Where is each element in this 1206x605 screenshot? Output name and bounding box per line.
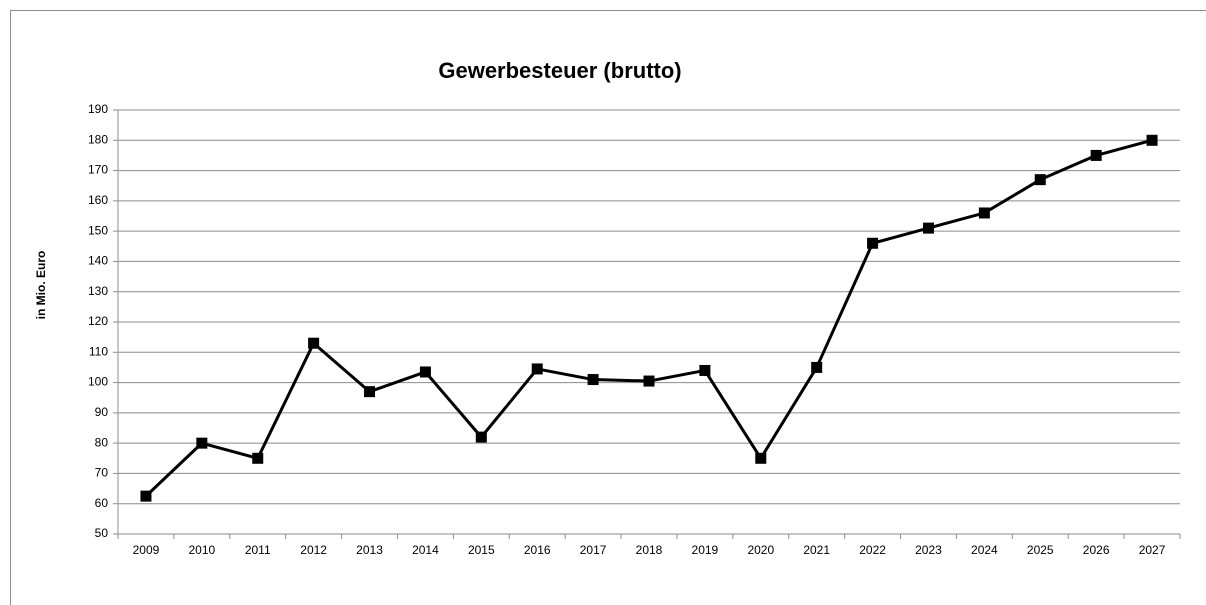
x-tick-label: 2015 — [468, 543, 495, 557]
data-marker — [140, 490, 152, 502]
data-marker — [252, 452, 264, 464]
y-tick-label: 80 — [95, 435, 109, 449]
data-marker — [1090, 149, 1102, 161]
data-marker — [1146, 134, 1158, 146]
y-tick-label: 180 — [88, 132, 108, 146]
chart-title: Gewerbesteuer (brutto) — [438, 58, 681, 83]
data-marker — [867, 237, 879, 249]
data-marker — [978, 207, 990, 219]
y-tick-label: 170 — [88, 163, 108, 177]
data-marker — [643, 375, 655, 387]
data-marker — [755, 452, 767, 464]
y-tick-label: 90 — [95, 405, 109, 419]
x-tick-label: 2013 — [356, 543, 383, 557]
x-tick-label: 2011 — [245, 543, 271, 557]
x-tick-label: 2010 — [188, 543, 215, 557]
data-marker — [475, 431, 487, 443]
x-tick-label: 2027 — [1139, 543, 1166, 557]
x-tick-label: 2017 — [580, 543, 607, 557]
y-tick-label: 60 — [95, 496, 109, 510]
data-marker — [811, 361, 823, 373]
chart-frame — [10, 10, 1206, 605]
x-tick-label: 2012 — [300, 543, 327, 557]
data-marker — [531, 363, 543, 375]
data-marker — [1034, 174, 1046, 186]
data-marker — [419, 366, 431, 378]
data-marker — [699, 364, 711, 376]
x-tick-label: 2016 — [524, 543, 551, 557]
y-tick-label: 120 — [88, 314, 108, 328]
y-tick-label: 100 — [88, 375, 108, 389]
x-tick-label: 2022 — [859, 543, 886, 557]
data-marker — [364, 386, 376, 398]
x-tick-label: 2020 — [747, 543, 774, 557]
y-tick-label: 160 — [88, 193, 108, 207]
x-tick-label: 2026 — [1083, 543, 1110, 557]
data-marker — [922, 222, 934, 234]
x-tick-label: 2019 — [692, 543, 719, 557]
y-tick-label: 140 — [88, 254, 108, 268]
x-tick-label: 2024 — [971, 543, 998, 557]
y-tick-label: 70 — [95, 466, 109, 480]
x-tick-label: 2014 — [412, 543, 439, 557]
x-tick-label: 2025 — [1027, 543, 1054, 557]
data-marker — [308, 337, 320, 349]
y-axis-label: in Mio. Euro — [34, 251, 48, 320]
data-marker — [196, 437, 208, 449]
x-tick-label: 2009 — [133, 543, 160, 557]
y-tick-label: 110 — [89, 344, 108, 358]
data-marker — [587, 374, 599, 386]
x-tick-label: 2021 — [803, 543, 830, 557]
y-tick-label: 130 — [88, 284, 108, 298]
y-tick-label: 50 — [95, 526, 109, 540]
y-tick-label: 150 — [88, 223, 108, 237]
x-tick-label: 2018 — [636, 543, 663, 557]
y-tick-label: 190 — [88, 102, 108, 116]
x-tick-label: 2023 — [915, 543, 942, 557]
